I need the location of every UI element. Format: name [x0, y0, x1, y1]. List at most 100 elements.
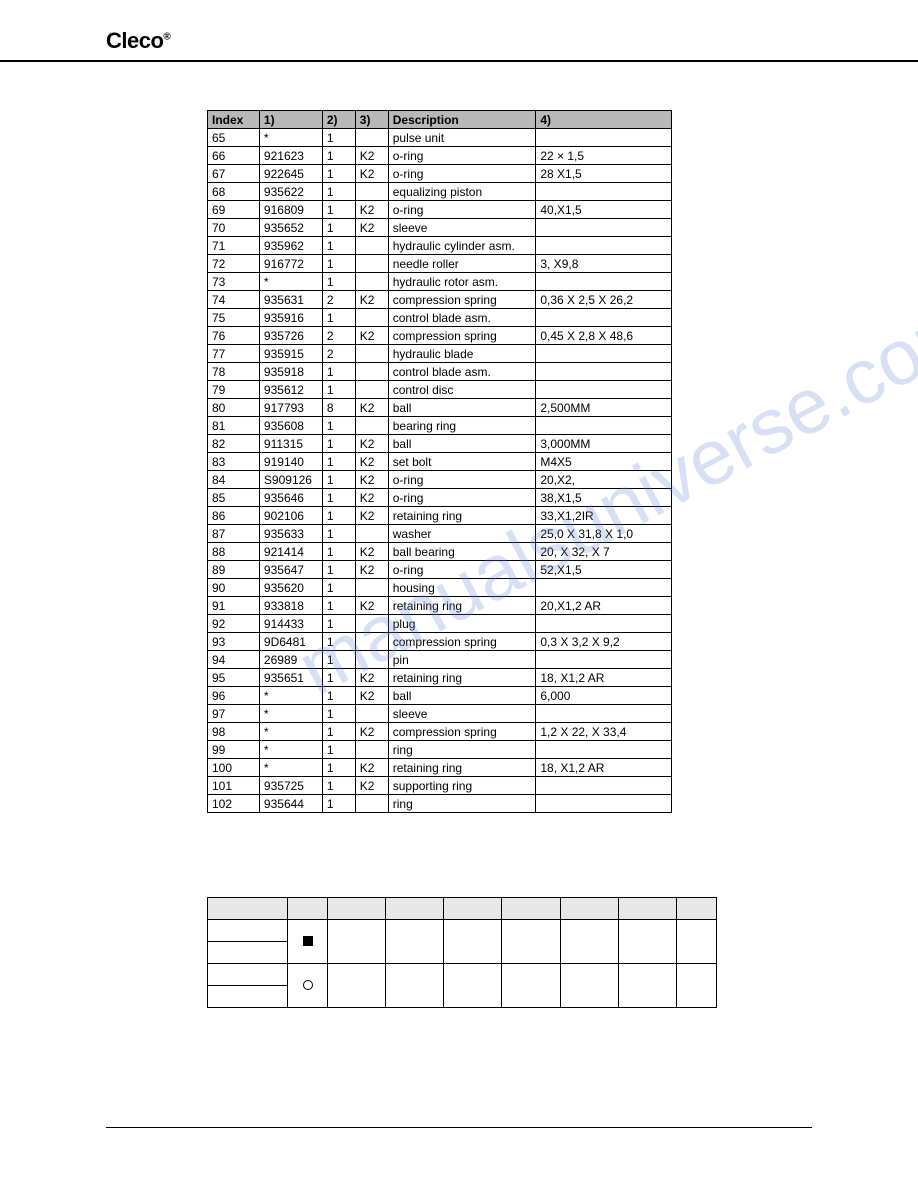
table-cell [536, 309, 672, 327]
table-cell: S909126 [259, 471, 322, 489]
table-cell: control blade asm. [388, 363, 536, 381]
table-cell: 1 [322, 219, 355, 237]
table-cell: 1 [322, 129, 355, 147]
table-cell [536, 345, 672, 363]
table-cell: K2 [355, 165, 388, 183]
table-cell: 935631 [259, 291, 322, 309]
page-header: Cleco® [0, 0, 918, 62]
table-cell: K2 [355, 219, 388, 237]
table-cell: 935726 [259, 327, 322, 345]
table-cell: 935651 [259, 669, 322, 687]
table-cell: 89 [208, 561, 260, 579]
table-cell [355, 129, 388, 147]
table-cell: ball [388, 399, 536, 417]
table-cell: 93 [208, 633, 260, 651]
table-cell: 935633 [259, 525, 322, 543]
table-row: 869021061K2retaining ring33,X1,2IR [208, 507, 672, 525]
table-cell: K2 [355, 489, 388, 507]
table-cell: ring [388, 795, 536, 813]
table-cell: 1 [322, 525, 355, 543]
table-cell: 38,X1,5 [536, 489, 672, 507]
table-cell: 1 [322, 507, 355, 525]
table-cell: * [259, 273, 322, 291]
table-cell [536, 579, 672, 597]
table-cell [536, 705, 672, 723]
table-cell: 1 [322, 435, 355, 453]
table-cell: 1 [322, 687, 355, 705]
table-cell: 82 [208, 435, 260, 453]
table-cell: 71 [208, 237, 260, 255]
second-table-wrapper [207, 897, 918, 1008]
table-cell: 99 [208, 741, 260, 759]
table-cell: ball bearing [388, 543, 536, 561]
table-cell [355, 795, 388, 813]
table-cell: 935918 [259, 363, 322, 381]
table-cell: 1 [322, 615, 355, 633]
table-row: 839191401K2set boltM4X5 [208, 453, 672, 471]
table-cell: 1 [322, 183, 355, 201]
table-cell: K2 [355, 597, 388, 615]
header-3: 3) [355, 111, 388, 129]
table-cell: 935620 [259, 579, 322, 597]
header-1: 1) [259, 111, 322, 129]
table-cell: 935612 [259, 381, 322, 399]
table-cell: 921414 [259, 543, 322, 561]
table-cell [355, 273, 388, 291]
table-cell: 917793 [259, 399, 322, 417]
table-cell: 1 [322, 723, 355, 741]
table-cell: 1 [322, 651, 355, 669]
table-cell: 18, X1,2 AR [536, 759, 672, 777]
brand-text: Cleco [106, 28, 163, 53]
table-cell: 69 [208, 201, 260, 219]
table-cell: 1 [322, 273, 355, 291]
table-row: 829113151K2ball3,000MM [208, 435, 672, 453]
table-row: 769357262K2compression spring0,45 X 2,8 … [208, 327, 672, 345]
table-row: 709356521K2sleeve [208, 219, 672, 237]
table-cell: 91 [208, 597, 260, 615]
table-cell: ball [388, 435, 536, 453]
table-cell: 67 [208, 165, 260, 183]
table-cell: 935646 [259, 489, 322, 507]
table-cell: 6,000 [536, 687, 672, 705]
table-cell [355, 363, 388, 381]
table-cell: 102 [208, 795, 260, 813]
table-row: 96*1K2ball6,000 [208, 687, 672, 705]
table-cell: 935652 [259, 219, 322, 237]
table-cell: compression spring [388, 633, 536, 651]
table-cell: 95 [208, 669, 260, 687]
table-cell: 2 [322, 327, 355, 345]
table-cell: retaining ring [388, 507, 536, 525]
table-cell: 72 [208, 255, 260, 273]
table-cell: 1 [322, 453, 355, 471]
table-cell: housing [388, 579, 536, 597]
brand-logo: Cleco® [106, 28, 170, 53]
table-cell: pulse unit [388, 129, 536, 147]
table-cell: 52,X1,5 [536, 561, 672, 579]
table-cell: 68 [208, 183, 260, 201]
table-cell: 935916 [259, 309, 322, 327]
table-row: 98*1K2compression spring1,2 X 22, X 33,4 [208, 723, 672, 741]
header-index: Index [208, 111, 260, 129]
table-cell [536, 219, 672, 237]
square-marker-cell [288, 920, 328, 964]
table-cell: 914433 [259, 615, 322, 633]
table-row: 84S9091261K2o-ring20,X2, [208, 471, 672, 489]
table-cell: 933818 [259, 597, 322, 615]
table-row: 679226451K2o-ring28 X1,5 [208, 165, 672, 183]
circle-marker-cell [288, 964, 328, 1008]
table-header-row: Index 1) 2) 3) Description 4) [208, 111, 672, 129]
table-row [208, 898, 717, 920]
table-cell: 74 [208, 291, 260, 309]
table-cell [536, 651, 672, 669]
table-row: 799356121control disc [208, 381, 672, 399]
table-cell: 86 [208, 507, 260, 525]
table-cell: * [259, 723, 322, 741]
table-cell: 1 [322, 669, 355, 687]
table-cell [536, 273, 672, 291]
table-cell: 90 [208, 579, 260, 597]
table-cell: 922645 [259, 165, 322, 183]
table-cell: K2 [355, 543, 388, 561]
table-row: 1019357251K2supporting ring [208, 777, 672, 795]
table-cell: washer [388, 525, 536, 543]
table-cell: 84 [208, 471, 260, 489]
